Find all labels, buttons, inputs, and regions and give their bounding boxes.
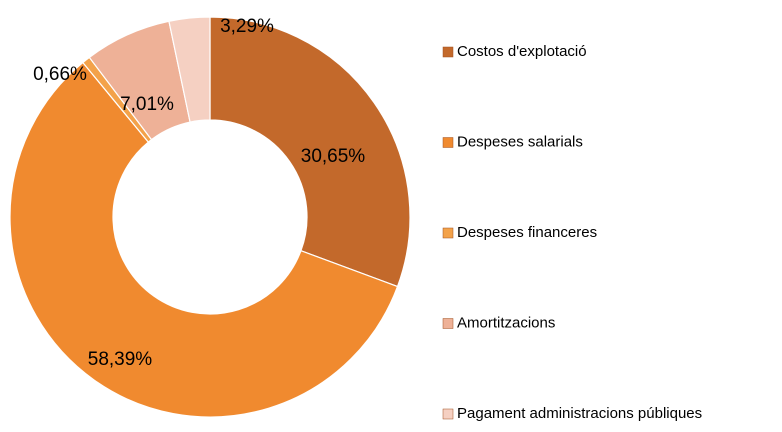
data-label: 7,01% bbox=[120, 94, 174, 115]
donut-slice bbox=[168, 16, 211, 123]
donut-slice bbox=[9, 61, 399, 418]
legend-swatch bbox=[442, 408, 454, 420]
legend-label: Despeses financeres bbox=[457, 224, 597, 241]
legend-label: Pagament administracions públiques bbox=[457, 405, 702, 422]
legend-label: Amortitzacions bbox=[457, 314, 555, 331]
data-label: 58,39% bbox=[88, 349, 153, 370]
data-label: 30,65% bbox=[301, 146, 366, 167]
legend-label: Despeses salarials bbox=[457, 133, 583, 150]
data-label: 3,29% bbox=[220, 16, 274, 37]
legend-swatch bbox=[442, 137, 454, 148]
data-label: 0,66% bbox=[33, 64, 87, 85]
donut-slice bbox=[209, 16, 411, 288]
legend-swatch bbox=[442, 227, 454, 239]
legend-swatch bbox=[442, 318, 454, 329]
legend-label: Costos d'explotació bbox=[457, 43, 587, 60]
legend-swatch bbox=[442, 46, 454, 58]
